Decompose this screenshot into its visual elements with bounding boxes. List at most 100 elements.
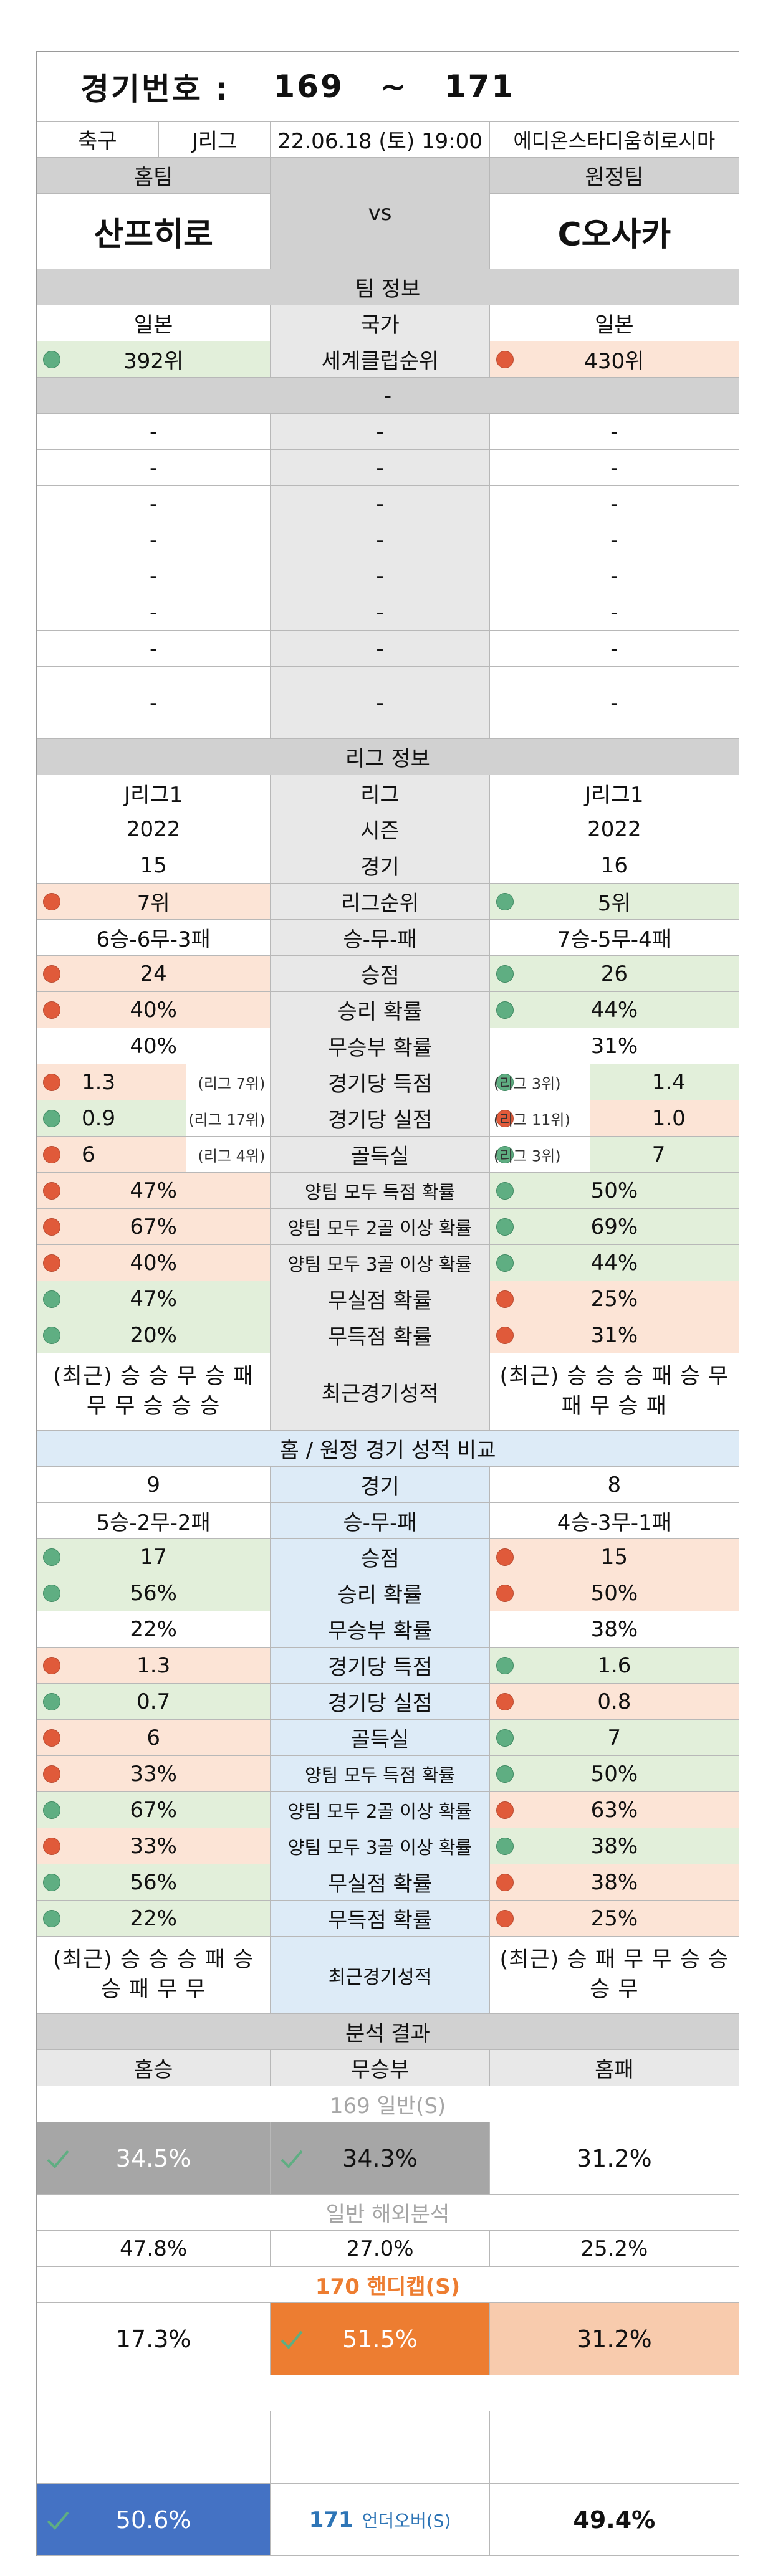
away-stat: 0.8	[489, 1684, 739, 1719]
empty-cell	[37, 2375, 739, 2411]
s169-draw: 34.3%	[271, 2122, 490, 2194]
green-dot-icon	[496, 1254, 514, 1272]
green-dot-icon	[496, 1656, 514, 1674]
green-dot-icon	[496, 1181, 514, 1200]
green-dot-icon	[496, 1837, 514, 1855]
away-stat: 16	[600, 852, 628, 878]
red-dot-icon	[496, 1873, 514, 1891]
stat-label: 양팀 모두 3골 이상 확률	[271, 1245, 490, 1281]
red-dot-icon	[496, 1584, 514, 1602]
home-team-name: 산프히로	[94, 216, 213, 254]
stat-label: 골득실	[271, 1720, 490, 1755]
club-rank-label: 세계클럽순위	[271, 341, 490, 377]
away-stat: 25%	[489, 1901, 739, 1936]
check-icon	[278, 2145, 305, 2172]
home-stat: 33%	[37, 1828, 271, 1864]
away-team-label: 원정팀	[489, 158, 739, 194]
stat-row: J리그1 리그 J리그1	[37, 775, 739, 811]
dash-cell: -	[37, 667, 271, 738]
empty-cell	[490, 2411, 739, 2483]
red-dot-icon	[43, 1001, 60, 1019]
home-loss-label: 홈패	[489, 2050, 739, 2086]
dash-cell: -	[383, 383, 392, 408]
homeaway-stats: 9 경기 8 5승-2무-2패 승-무-패 4승-3무-1패 17 승점 15 56% 승리 확률 5…	[37, 1467, 739, 1937]
s170-home-loss: 31.2%	[489, 2303, 739, 2375]
home-stat: 22%	[37, 1901, 271, 1936]
away-stat: 31%	[590, 1033, 638, 1059]
dash-cell: -	[37, 631, 271, 666]
match-number-from: 169	[273, 68, 344, 105]
dash-cell: -	[37, 414, 271, 449]
stat-label: 무승부 확률	[271, 1611, 490, 1647]
away-league-rank: (리그 3위)	[493, 1075, 561, 1092]
home-league-rank: (리그 4위)	[198, 1147, 266, 1165]
stat-row: 2022 시즌 2022	[37, 811, 739, 847]
empty-info-row: ---	[37, 667, 739, 739]
away-stat: 8	[607, 1472, 622, 1497]
away-stat: 7승-5무-4패	[557, 927, 671, 952]
red-dot-icon	[43, 1218, 60, 1236]
vs-label: vs	[271, 158, 490, 269]
away-league-rank: (리그 11위)	[493, 1111, 570, 1128]
check-icon	[44, 2145, 72, 2172]
s170-row: 17.3% 51.5% 31.2%	[37, 2303, 739, 2375]
stadium: 에디온스타디움히로시마	[513, 128, 716, 153]
check-icon	[278, 2326, 305, 2353]
green-dot-icon	[496, 892, 514, 910]
stat-row: (리그 17위) 0.9 경기당 실점 (리그 11위) 1.0	[37, 1100, 739, 1137]
stat-label: 양팀 모두 3골 이상 확률	[271, 1828, 490, 1864]
home-stat: 6	[37, 1720, 271, 1755]
away-stat: (리그 11위) 1.0	[489, 1100, 739, 1136]
home-stat: 47%	[37, 1173, 271, 1208]
dash-cell: -	[610, 599, 618, 625]
away-league-rank: (리그 3위)	[493, 1147, 561, 1165]
empty-cell	[271, 2411, 490, 2483]
away-stat: 38%	[590, 1616, 638, 1642]
overseas-home-win: 47.8%	[37, 2231, 271, 2266]
stat-row: 17 승점 15	[37, 1539, 739, 1575]
away-stat: 1.6	[489, 1648, 739, 1683]
stat-row: 20% 무득점 확률 31%	[37, 1317, 739, 1353]
away-stat: 38%	[489, 1864, 739, 1900]
stat-label: 골득실	[271, 1137, 490, 1172]
match-meta-row: 축구 J리그 22.06.18 (토) 19:00 에디온스타디움히로시마	[37, 122, 739, 158]
away-stat: 5위	[489, 884, 739, 919]
dash-cell: -	[271, 486, 490, 522]
stat-row: 40% 양팀 모두 3골 이상 확률 44%	[37, 1245, 739, 1281]
stat-label: 리그	[271, 775, 490, 811]
home-stat: (리그 7위) 1.3	[37, 1064, 271, 1100]
overseas-title: 일반 해외분석	[325, 2202, 450, 2227]
stat-label: 무득점 확률	[271, 1901, 490, 1936]
green-dot-icon	[43, 1109, 60, 1127]
away-stat: 7	[489, 1720, 739, 1755]
dash-cell: -	[37, 594, 271, 630]
home-stat: 40%	[37, 992, 271, 1028]
stat-label: 경기	[271, 847, 490, 883]
home-recent-form: (최근) 승 승 무 승 패 무 무 승 승 승	[37, 1353, 271, 1430]
s169-header: 169 일반(S)	[37, 2086, 739, 2122]
green-dot-icon	[43, 1326, 60, 1344]
stat-label: 승점	[271, 956, 490, 991]
league-info-title: 리그 정보	[345, 747, 430, 771]
s169-home-loss: 31.2%	[576, 2144, 652, 2172]
s171-under: 50.6%	[37, 2484, 271, 2555]
green-dot-icon	[496, 1073, 514, 1091]
stat-row: 24 승점 26	[37, 956, 739, 992]
empty-info-row: ---	[37, 594, 739, 631]
s171-row: 50.6% 171 언더오버(S) 49.4%	[37, 2484, 739, 2556]
stat-row: 6 골득실 7	[37, 1720, 739, 1756]
analysis-title: 분석 결과	[345, 2021, 430, 2046]
home-stat: 67%	[37, 1792, 271, 1828]
stat-row: 56% 무실점 확률 38%	[37, 1864, 739, 1901]
green-dot-icon	[496, 1145, 514, 1163]
country-row: 일본 국가 일본	[37, 305, 739, 341]
green-dot-icon	[496, 965, 514, 983]
green-dot-icon	[43, 350, 60, 368]
dash-cell: -	[271, 414, 490, 449]
home-stat: 33%	[37, 1756, 271, 1791]
home-stat: 40%	[37, 1028, 271, 1064]
red-dot-icon	[496, 350, 514, 368]
s170-title: 170 핸디캡(S)	[315, 2274, 461, 2299]
homeaway-recent-row: (최근) 승 승 승 패 승 승 패 무 무 최근경기성적 (최근) 승 패 무…	[37, 1937, 739, 2014]
dash-cell: -	[271, 450, 490, 485]
